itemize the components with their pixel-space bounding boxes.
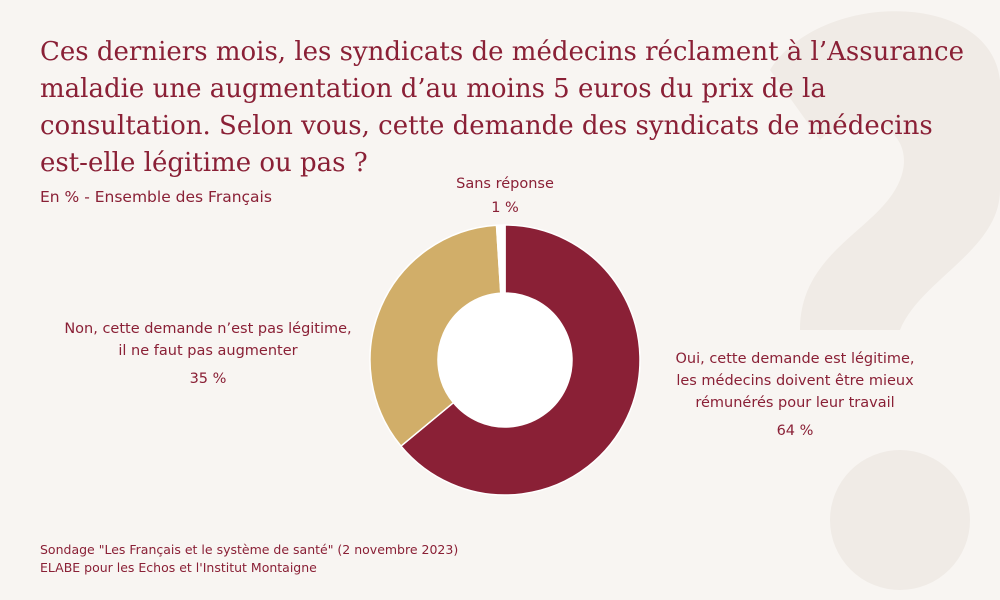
chart-title: Ces derniers mois, les syndicats de méde…	[40, 37, 964, 178]
slice-label-text: Non, cette demande n’est pas légitime, i…	[64, 321, 352, 359]
slice-value-label: 1 %	[491, 200, 519, 216]
slice-label-text: Sans réponse	[456, 176, 554, 192]
slice-label-non: Non, cette demande n’est pas légitime, i…	[48, 318, 368, 390]
chart-source: Sondage "Les Français et le système de s…	[40, 541, 458, 577]
donut-hole	[438, 293, 572, 427]
slice-label-text: Oui, cette demande est légitime, les méd…	[675, 351, 915, 411]
chart-subtitle: En % - Ensemble des Français	[40, 188, 272, 206]
source-line: Sondage "Les Français et le système de s…	[40, 542, 459, 557]
slice-value-label: 35 %	[189, 371, 227, 387]
source-line: ELABE pour les Echos et l'Institut Monta…	[40, 560, 317, 575]
slice-label-sans-reponse: Sans réponse 1 %	[445, 173, 565, 219]
slice-value-label: 64 %	[776, 423, 814, 439]
slice-label-oui: Oui, cette demande est légitime, les méd…	[660, 348, 930, 442]
